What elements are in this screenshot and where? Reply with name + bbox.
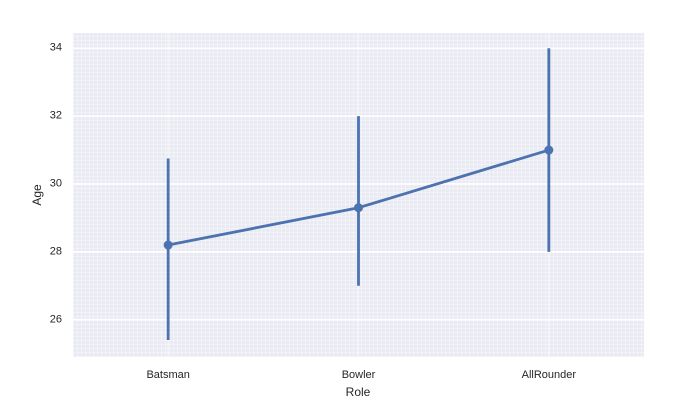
y-tick-label: 26 xyxy=(49,313,62,326)
y-axis-label: Age xyxy=(30,184,44,206)
plot-area xyxy=(73,33,644,357)
x-axis-label: Role xyxy=(345,385,371,399)
x-tick-label: AllRounder xyxy=(521,369,577,381)
y-tick-label: 34 xyxy=(49,41,62,54)
x-tick-label: Batsman xyxy=(146,369,190,381)
y-tick-label: 28 xyxy=(49,245,62,258)
x-tick-label: Bowler xyxy=(341,369,376,381)
y-tick-label: 30 xyxy=(49,177,62,190)
y-tick-label: 32 xyxy=(49,109,62,122)
